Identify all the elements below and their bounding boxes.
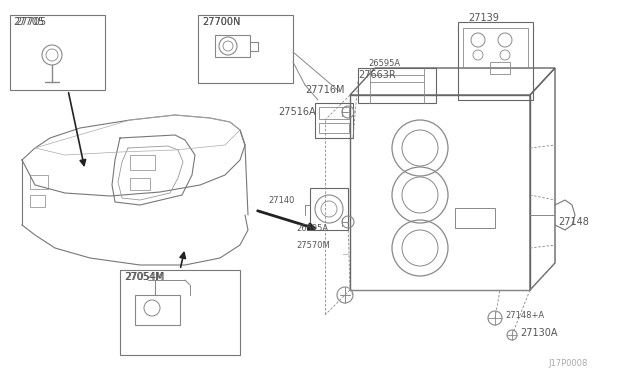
Bar <box>490 62 510 74</box>
Bar <box>135 295 180 325</box>
Text: 27054M: 27054M <box>125 272 164 282</box>
Bar <box>30 195 45 207</box>
Bar <box>463 28 528 68</box>
Bar <box>130 178 150 190</box>
Text: 27148: 27148 <box>558 217 589 227</box>
Text: 27130A: 27130A <box>520 328 557 338</box>
Text: 27054M: 27054M <box>124 272 163 282</box>
Bar <box>358 68 436 103</box>
Bar <box>198 15 293 83</box>
Text: 26595A: 26595A <box>368 58 400 67</box>
Text: 27140: 27140 <box>268 196 294 205</box>
Bar <box>30 175 48 189</box>
Text: 27516A: 27516A <box>278 107 316 117</box>
Text: 26595A: 26595A <box>296 224 328 232</box>
Bar <box>120 270 240 355</box>
Text: 27139: 27139 <box>468 13 499 23</box>
Bar <box>130 155 155 170</box>
Text: ―: ― <box>343 253 349 257</box>
Text: 27716M: 27716M <box>305 85 344 95</box>
Text: 27700N: 27700N <box>202 17 241 27</box>
Bar <box>215 35 250 57</box>
Text: 27700N: 27700N <box>202 17 241 27</box>
Bar <box>310 188 348 230</box>
Bar <box>350 95 530 290</box>
Bar <box>10 15 105 90</box>
Text: 27148+A: 27148+A <box>505 311 544 320</box>
Bar <box>319 123 349 133</box>
Bar <box>455 208 495 228</box>
Text: 27663R: 27663R <box>358 70 396 80</box>
Text: 27705: 27705 <box>15 17 46 27</box>
Bar <box>458 22 533 100</box>
Bar <box>315 103 353 138</box>
Text: J17P0008: J17P0008 <box>548 359 588 368</box>
Text: 27705: 27705 <box>13 17 44 27</box>
Bar <box>319 107 349 119</box>
Text: 27570M: 27570M <box>296 241 330 250</box>
